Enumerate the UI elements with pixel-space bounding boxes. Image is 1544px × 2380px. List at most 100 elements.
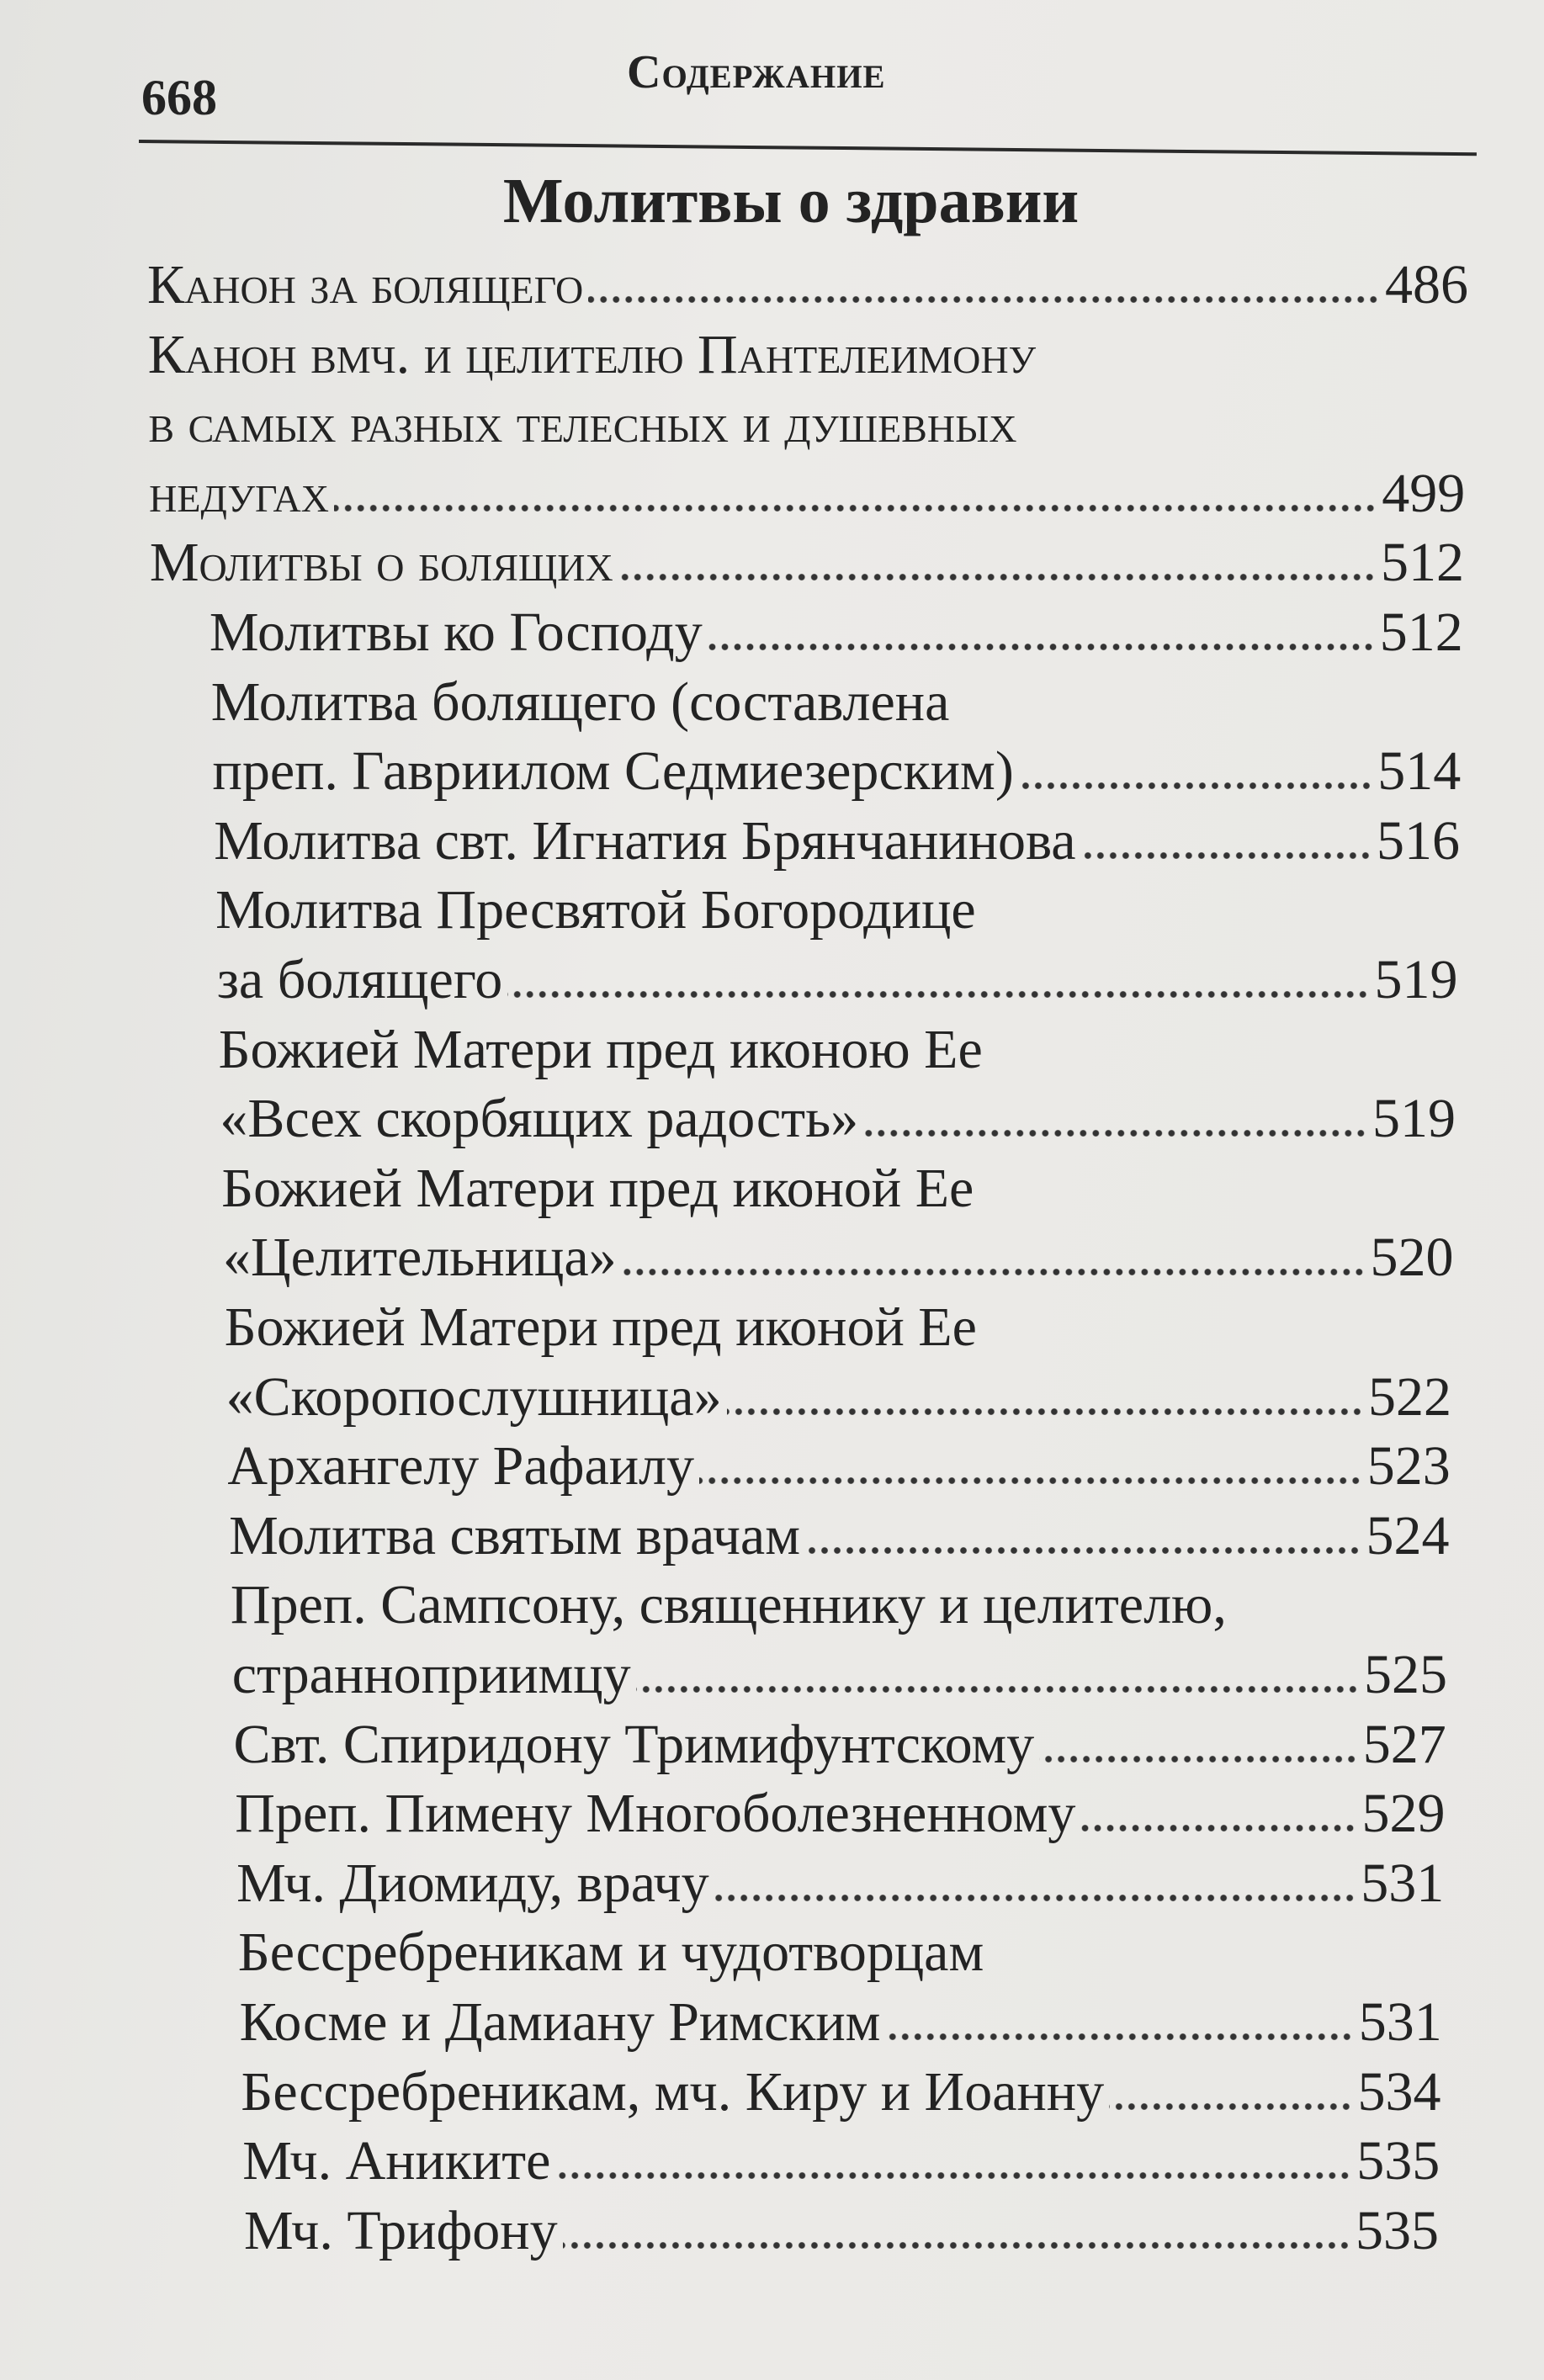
toc-entry-title: за болящего [216, 949, 503, 1010]
toc-entry-line: Канон вмч. и целителю Пантелеимону [148, 321, 1467, 389]
toc-entry-title: Бессребреникам, мч. Киру и Иоанну [241, 2060, 1105, 2123]
dot-leader [618, 571, 1376, 584]
toc-entry-title: недугах [149, 462, 329, 524]
toc-entry-title: Молитва свт. Игнатия Брянчанинова [214, 809, 1076, 872]
toc-entry-line: недугах 499 [149, 460, 1465, 527]
toc-entry-page: 523 [1366, 1435, 1451, 1497]
toc-entry-line: Канон за болящего 486 [147, 252, 1468, 319]
toc-entry-title: Архангелу Рафаилу [227, 1435, 694, 1497]
toc-entry-page: 522 [1367, 1365, 1451, 1428]
dot-leader [507, 989, 1370, 1000]
toc-entry-title: Молитвы ко Господу [209, 602, 703, 663]
toc-entry-line: Бессребреникам, мч. Киру и Иоанну 534 [241, 2059, 1441, 2126]
toc-entry-page: 519 [1372, 1088, 1456, 1150]
toc-entry-line: преп. Гавриилом Седмиезерским) 514 [213, 738, 1462, 805]
toc-entry-title: Канон за болящего [147, 254, 584, 315]
toc-entry-line: Архангелу Рафаилу 523 [227, 1433, 1450, 1500]
toc-entry-title: Бессребреникам и чудотворцам [237, 1921, 984, 1984]
toc-entry-title: Мч. Аниките [242, 2130, 551, 2192]
dot-leader [714, 1891, 1356, 1904]
toc-entry-page: 531 [1358, 1991, 1442, 2053]
toc-entry-title: Канон вмч. и целителю Пантелеимону [147, 323, 1037, 385]
toc-entry-page: 499 [1382, 462, 1466, 524]
toc-entry-page: 529 [1361, 1783, 1446, 1845]
toc-entry-title: Косме и Дамиану Римским [239, 1991, 881, 2053]
dot-leader [1018, 780, 1373, 792]
toc-entry-line: странноприимцу 525 [232, 1641, 1447, 1709]
toc-entry-page: 524 [1366, 1504, 1450, 1566]
toc-entry-page: 516 [1376, 809, 1460, 872]
toc-entry-page: 512 [1380, 532, 1464, 594]
toc-entry-line: Свт. Спиридону Тримифунтскому 527 [234, 1711, 1446, 1778]
toc-entry-title: Молитва болящего (составлена [210, 671, 950, 733]
toc-entry-line: Косме и Дамиану Римским 531 [240, 1989, 1442, 2056]
toc-entry-title: Божией Матери пред иконой Ее [221, 1157, 974, 1219]
dot-leader [621, 1266, 1366, 1279]
toc-entry-line: «Целительница» 520 [223, 1224, 1454, 1291]
toc-entry-title: Молитвы о болящих [149, 532, 613, 594]
dot-leader [699, 1475, 1362, 1487]
toc-entry-title: Свт. Спиридону Тримифунтскому [233, 1713, 1035, 1775]
toc-entry-title: Преп. Пимену Многоболезненному [235, 1783, 1076, 1845]
toc-entry-page: 512 [1379, 602, 1463, 663]
toc-entry-page: 486 [1385, 254, 1468, 315]
toc-entry-title: Молитва Пресвятой Богородице [215, 879, 976, 941]
dot-leader [1080, 849, 1372, 861]
dot-leader [562, 2239, 1350, 2251]
toc-entry-line: Молитва Пресвятой Богородице [215, 877, 1459, 944]
toc-entry-page: 519 [1374, 949, 1458, 1010]
toc-entry-title: Молитва святым врачам [229, 1504, 800, 1566]
toc-entry-page: 514 [1377, 740, 1462, 803]
page-number: 668 [141, 70, 217, 125]
toc-entry-title: Мч. Трифону [244, 2199, 558, 2261]
dot-leader [635, 1683, 1359, 1695]
toc-entry-page: 525 [1363, 1644, 1447, 1705]
toc-entry-title: Преп. Сампсону, священнику и целителю, [230, 1574, 1227, 1636]
toc-entry-line: «Всех скорбящих радость» 519 [220, 1085, 1456, 1153]
dot-leader [1080, 1822, 1357, 1835]
section-heading: Молитвы о здравии [502, 166, 1080, 236]
toc-entry-page: 535 [1356, 2130, 1441, 2192]
toc-entry-title: Божией Матери пред иконою Ее [218, 1018, 983, 1080]
toc-entry-title: Божией Матери пред иконой Ее [224, 1296, 977, 1358]
toc-entry-line: Божией Матери пред иконою Ее [219, 1016, 1457, 1084]
toc-entry-title: в самых разных телесных и душевных [148, 393, 1017, 455]
dot-leader [885, 2031, 1354, 2043]
toc-entry-line: Бессребреникам и чудотворцам [238, 1919, 1443, 1986]
toc-entry-title: преп. Гавриилом Седмиезерским) [212, 740, 1014, 803]
toc-entry-title: «Скоропослушница» [225, 1365, 722, 1428]
toc-entry-line: «Скоропослушница» 522 [226, 1364, 1451, 1431]
toc-entry-title: «Всех скорбящих радость» [220, 1088, 859, 1150]
toc-entry-page: 520 [1370, 1227, 1454, 1289]
toc-entry-line: Мч. Диомиду, врачу 531 [236, 1850, 1444, 1917]
toc-entry-line: Мч. Аниките 535 [242, 2128, 1440, 2195]
dot-leader [555, 2170, 1352, 2182]
dot-leader [1039, 1752, 1358, 1765]
toc-entry-page: 535 [1356, 2199, 1439, 2261]
dot-leader [707, 641, 1375, 653]
toc-entry-line: Преп. Сампсону, священнику и целителю, [231, 1572, 1448, 1639]
dot-leader [804, 1544, 1361, 1556]
toc-entry-title: Мч. Диомиду, врачу [236, 1852, 709, 1914]
toc-entry-line: в самых разных телесных и душевных [148, 390, 1466, 458]
toc-entry-page: 534 [1357, 2060, 1441, 2123]
toc-entry-title: «Целительница» [223, 1227, 617, 1289]
toc-entry-line: Божией Матери пред иконой Ее [225, 1294, 1452, 1361]
toc-entry-line: Мч. Трифону 535 [244, 2197, 1439, 2265]
toc-entry-line: за болящего 519 [217, 946, 1458, 1014]
toc-entry-title: странноприимцу [231, 1644, 631, 1705]
running-head: Содержание [627, 46, 886, 98]
toc-entry-page: 527 [1362, 1713, 1446, 1775]
dot-leader [863, 1127, 1367, 1140]
header-rule [138, 140, 1477, 156]
toc-entry-page: 531 [1361, 1852, 1445, 1914]
toc-entry-line: Молитва свт. Игнатия Брянчанинова 516 [214, 808, 1460, 875]
toc-entry-line: Молитвы о болящих 512 [150, 529, 1464, 596]
dot-leader [726, 1405, 1363, 1418]
toc-entry-line: Молитвы ко Господу 512 [210, 599, 1463, 666]
toc-entry-line: Божией Матери пред иконой Ее [221, 1155, 1455, 1222]
dot-leader [588, 294, 1380, 305]
toc-entry-line: Молитва святым врачам 524 [229, 1503, 1449, 1570]
toc-entry-line: Молитва болящего (составлена [211, 669, 1462, 736]
